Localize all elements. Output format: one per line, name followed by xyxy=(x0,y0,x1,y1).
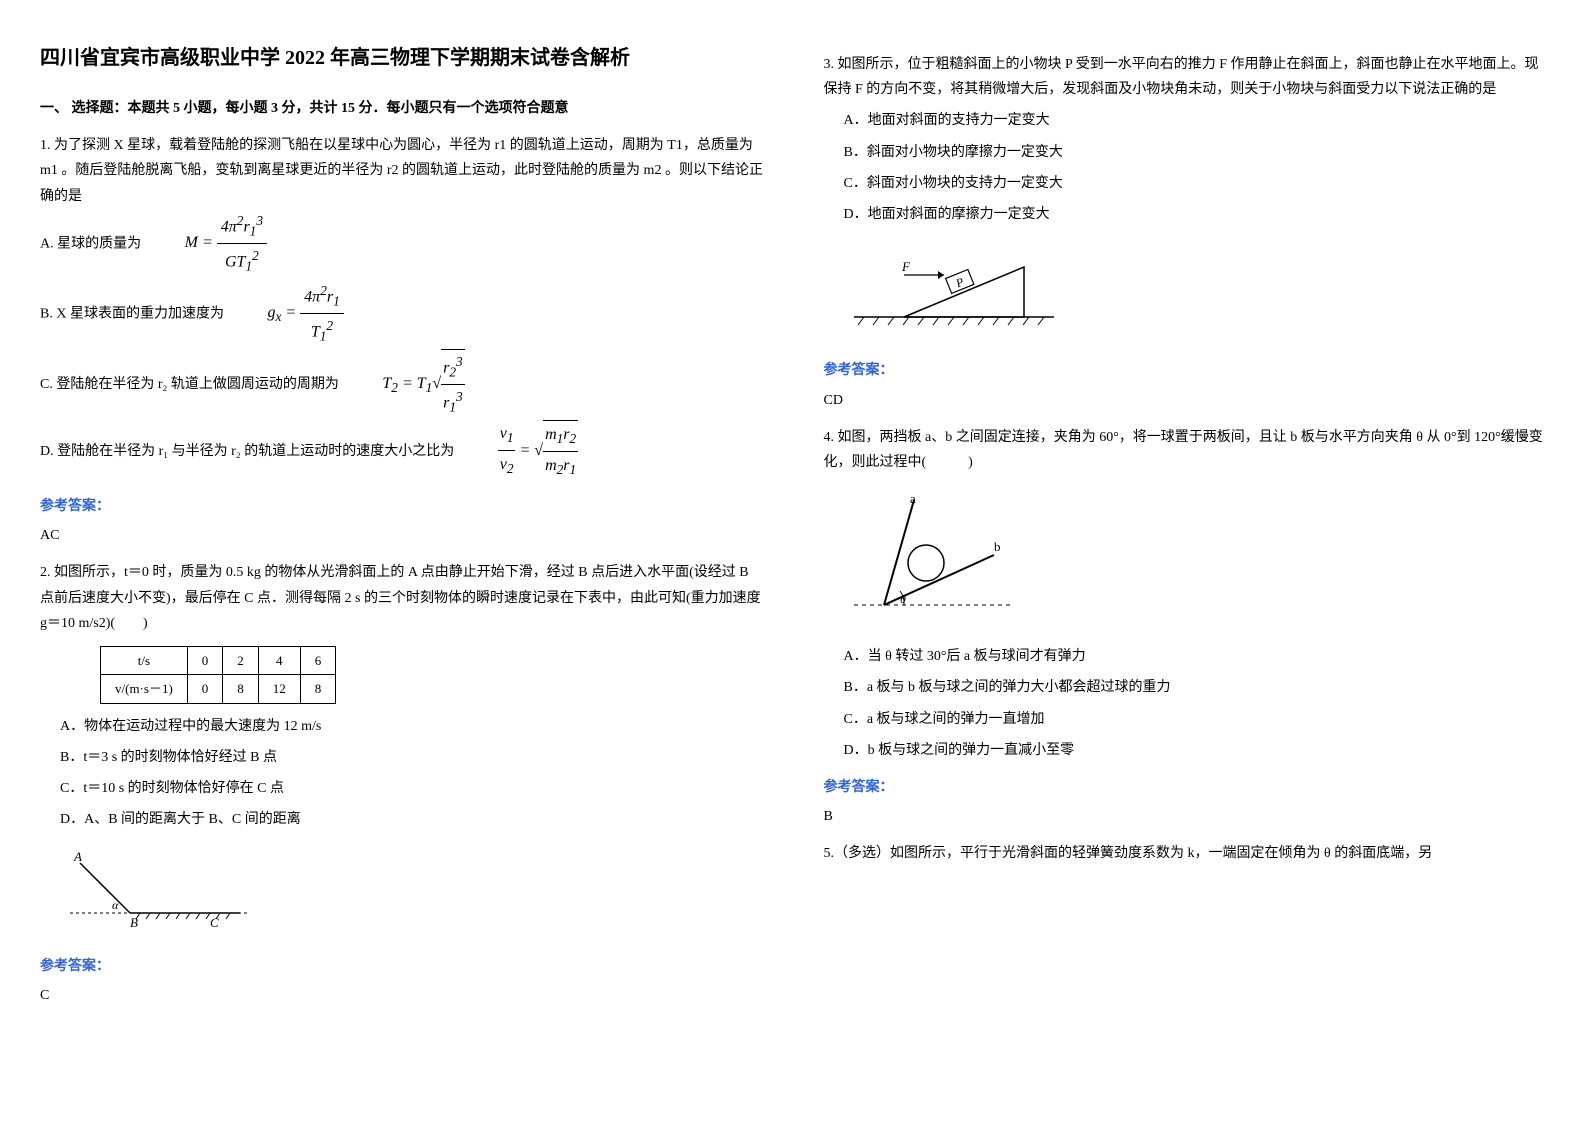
table-cell: 12 xyxy=(258,675,300,703)
q1-optB-prefix: B. X 星球表面的重力加速度为 xyxy=(40,306,224,321)
question-3: 3. 如图所示，位于粗糙斜面上的小物块 P 受到一水平向右的推力 F 作用静止在… xyxy=(824,52,1548,346)
svg-text:b: b xyxy=(994,539,1001,554)
question-5: 5.（多选）如图所示，平行于光滑斜面的轻弹簧劲度系数为 k，一端固定在倾角为 θ… xyxy=(824,841,1548,866)
q2-option-b: B．t＝3 s 的时刻物体恰好经过 B 点 xyxy=(60,745,764,770)
q2-option-a: A．物体在运动过程中的最大速度为 12 m/s xyxy=(60,714,764,739)
svg-text:α: α xyxy=(112,898,119,912)
q2-option-c: C．t＝10 s 的时刻物体恰好停在 C 点 xyxy=(60,776,764,801)
q1-optC-prefix: C. 登陆舱在半径为 r₂ 轨道上做圆周运动的周期为 xyxy=(40,377,339,392)
q1-answer-label: 参考答案： xyxy=(40,494,764,519)
exam-title: 四川省宜宾市高级职业中学 2022 年高三物理下学期期末试卷含解析 xyxy=(40,40,764,76)
table-cell: 0 xyxy=(187,675,223,703)
table-cell: t/s xyxy=(101,647,188,675)
left-column: 四川省宜宾市高级职业中学 2022 年高三物理下学期期末试卷含解析 一、 选择题… xyxy=(40,40,764,1020)
question-4: 4. 如图，两挡板 a、b 之间固定连接，夹角为 60°，将一球置于两板间，且让… xyxy=(824,425,1548,763)
q4-diagram: θ a b xyxy=(844,485,1548,634)
table-row: v/(m·s－1) 0 8 12 8 xyxy=(101,675,336,703)
question-2: 2. 如图所示，t＝0 时，质量为 0.5 kg 的物体从光滑斜面上的 A 点由… xyxy=(40,560,764,941)
q3-answer-label: 参考答案： xyxy=(824,358,1548,383)
q4-option-a: A．当 θ 转过 30°后 a 板与球间才有弹力 xyxy=(844,644,1548,669)
q1-answer: AC xyxy=(40,523,764,548)
q3-option-c: C．斜面对小物块的支持力一定变大 xyxy=(844,171,1548,196)
q4-option-b: B．a 板与 b 板与球之间的弹力大小都会超过球的重力 xyxy=(844,675,1548,700)
q1-optA-prefix: A. 星球的质量为 xyxy=(40,236,141,251)
table-cell: 6 xyxy=(300,647,336,675)
svg-text:a: a xyxy=(910,491,916,506)
table-cell: 4 xyxy=(258,647,300,675)
section-1-header: 一、 选择题：本题共 5 小题，每小题 3 分，共计 15 分．每小题只有一个选… xyxy=(40,96,764,121)
q1-stem: 1. 为了探测 X 星球，载着登陆舱的探测飞船在以星球中心为圆心，半径为 r1 … xyxy=(40,133,764,209)
q1-option-b: B. X 星球表面的重力加速度为 gx = 4π2r1 T12 xyxy=(40,279,764,349)
q3-answer: CD xyxy=(824,388,1548,413)
table-row: t/s 0 2 4 6 xyxy=(101,647,336,675)
q4-option-d: D．b 板与球之间的弹力一直减小至零 xyxy=(844,738,1548,763)
q4-option-c: C．a 板与球之间的弹力一直增加 xyxy=(844,707,1548,732)
table-cell: v/(m·s－1) xyxy=(101,675,188,703)
q3-option-d: D．地面对斜面的摩擦力一定变大 xyxy=(844,202,1548,227)
q1-optD-prefix: D. 登陆舱在半径为 r₁ 与半径为 r₂ 的轨道上运动时的速度大小之比为 xyxy=(40,444,454,459)
table-cell: 2 xyxy=(223,647,259,675)
q1-option-c: C. 登陆舱在半径为 r₂ 轨道上做圆周运动的周期为 T2 = T1√ r23 … xyxy=(40,349,764,420)
q1-optD-formula: v1 v2 = √ m1r2 m2r1 xyxy=(498,442,579,459)
q3-diagram: P F xyxy=(844,237,1548,346)
q4-answer-label: 参考答案： xyxy=(824,775,1548,800)
q4-stem: 4. 如图，两挡板 a、b 之间固定连接，夹角为 60°，将一球置于两板间，且让… xyxy=(824,425,1548,475)
q3-option-a: A．地面对斜面的支持力一定变大 xyxy=(844,108,1548,133)
svg-text:F: F xyxy=(901,259,911,274)
table-cell: 0 xyxy=(187,647,223,675)
q2-option-d: D．A、B 间的距离大于 B、C 间的距离 xyxy=(60,807,764,832)
question-1: 1. 为了探测 X 星球，载着登陆舱的探测飞船在以星球中心为圆心，半径为 r1 … xyxy=(40,133,764,482)
q1-option-d: D. 登陆舱在半径为 r₁ 与半径为 r₂ 的轨道上运动时的速度大小之比为 v1… xyxy=(40,420,764,482)
svg-text:A: A xyxy=(73,849,82,864)
q2-stem: 2. 如图所示，t＝0 时，质量为 0.5 kg 的物体从光滑斜面上的 A 点由… xyxy=(40,560,764,636)
incline-block-diagram-icon: P F xyxy=(844,237,1064,337)
incline-diagram-icon: A B C α xyxy=(60,843,260,933)
q1-option-a: A. 星球的质量为 M = 4π2r13 GT12 xyxy=(40,209,764,279)
table-cell: 8 xyxy=(223,675,259,703)
q3-stem: 3. 如图所示，位于粗糙斜面上的小物块 P 受到一水平向右的推力 F 作用静止在… xyxy=(824,52,1548,102)
table-cell: 8 xyxy=(300,675,336,703)
svg-text:θ: θ xyxy=(900,592,906,606)
q1-optC-formula: T2 = T1√ r23 r13 xyxy=(382,375,464,392)
two-plates-ball-diagram-icon: θ a b xyxy=(844,485,1024,625)
q2-diagram: A B C α xyxy=(60,843,764,942)
q4-answer: B xyxy=(824,804,1548,829)
q5-stem: 5.（多选）如图所示，平行于光滑斜面的轻弹簧劲度系数为 k，一端固定在倾角为 θ… xyxy=(824,846,1433,861)
q2-data-table: t/s 0 2 4 6 v/(m·s－1) 0 8 12 8 xyxy=(100,646,336,704)
q2-answer-label: 参考答案： xyxy=(40,954,764,979)
q2-answer: C xyxy=(40,983,764,1008)
q1-optA-formula: M = 4π2r13 GT12 xyxy=(185,234,267,251)
q1-optB-formula: gx = 4π2r1 T12 xyxy=(267,304,343,321)
right-column: 3. 如图所示，位于粗糙斜面上的小物块 P 受到一水平向右的推力 F 作用静止在… xyxy=(824,40,1548,1020)
q3-option-b: B．斜面对小物块的摩擦力一定变大 xyxy=(844,140,1548,165)
